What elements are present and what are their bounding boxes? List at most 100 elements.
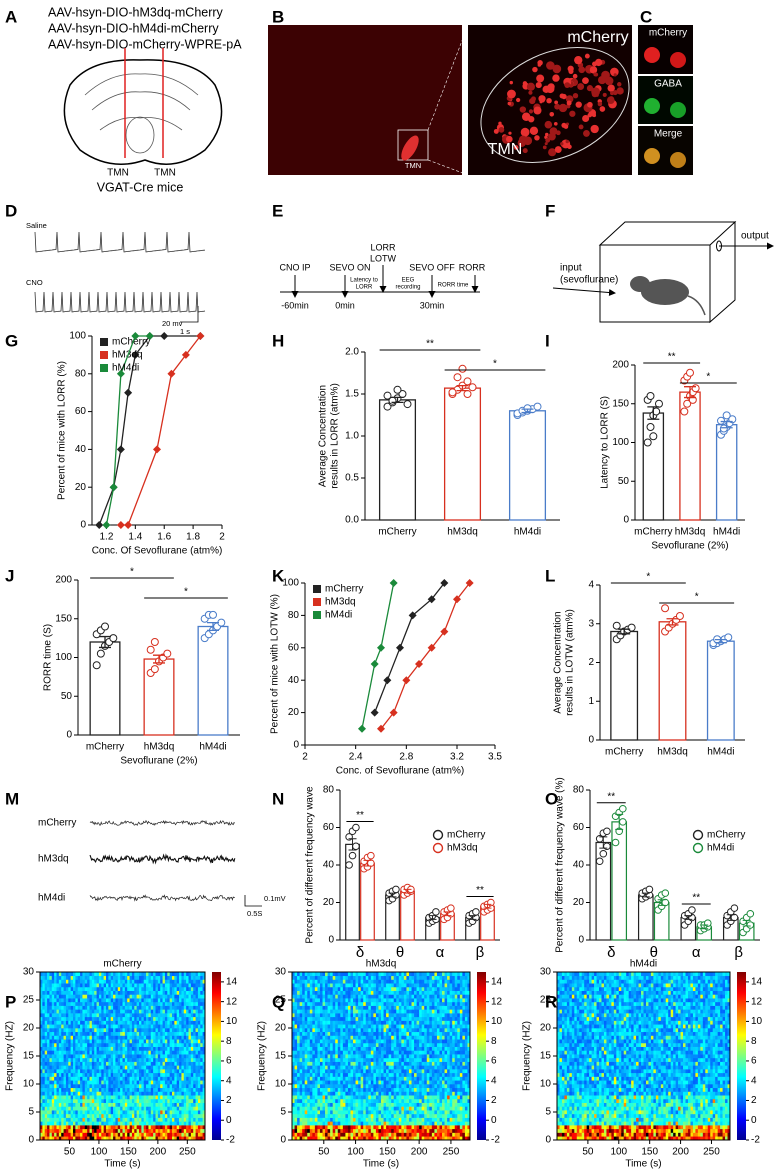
spectrogram-cell — [176, 1098, 180, 1103]
spectrogram-cell — [172, 1028, 175, 1033]
spectrogram-cell — [442, 1095, 445, 1100]
spectrogram-cell — [452, 1113, 456, 1118]
spectrogram-cell — [179, 983, 182, 988]
spectrogram-cell — [131, 1028, 135, 1033]
dot — [383, 402, 392, 411]
spectrogram-cell — [160, 1084, 163, 1089]
spectrogram-cell — [190, 1091, 194, 1096]
spectrogram-cell — [124, 1046, 128, 1051]
spectrogram-cell — [96, 1061, 100, 1066]
spectrogram-cell — [183, 1042, 187, 1047]
virus-label: AAV-hsyn-DIO-mCherry-WPRE-pA — [48, 37, 242, 51]
spectrogram-cell — [134, 979, 137, 984]
spectrogram-cell — [115, 1087, 119, 1092]
spectrogram-cell — [332, 1125, 336, 1130]
spectrogram-cell — [75, 1110, 79, 1115]
spectrogram-cell — [330, 1110, 333, 1115]
spectrogram-cell — [464, 1084, 468, 1089]
spectrogram-cell — [117, 1110, 121, 1115]
spectrogram-cell — [454, 1087, 458, 1092]
spectrogram-cell — [181, 1087, 185, 1092]
spectrogram-cell — [103, 1136, 107, 1141]
spectrogram-cell — [378, 1125, 382, 1130]
spectrogram-cell — [172, 1125, 175, 1130]
spectrogram-cell — [294, 1110, 298, 1115]
spectrogram-cell — [131, 1136, 135, 1141]
spectrogram-cell — [101, 1005, 104, 1010]
spectrogram-cell — [103, 1080, 107, 1085]
spectrogram-cell — [115, 972, 119, 977]
spectrogram-cell — [197, 1080, 201, 1085]
error-bar — [483, 903, 492, 909]
spectrogram-cell — [65, 1128, 69, 1133]
spectrogram-cell — [176, 1016, 180, 1021]
spectrogram-cell — [94, 1132, 97, 1137]
spectrogram-cell — [122, 990, 126, 995]
spectrogram-cell — [136, 975, 140, 980]
spectrogram-cell — [106, 1106, 109, 1111]
spectrogram-cell — [459, 1121, 463, 1126]
spectrogram-cell — [160, 1095, 163, 1100]
spectrogram-cell — [89, 1076, 93, 1081]
spectrogram-cell — [403, 1121, 407, 1126]
spectrogram-cell — [106, 972, 109, 977]
spectrogram-cell — [365, 1091, 369, 1096]
scale-bar — [180, 306, 199, 323]
spectrogram-cell — [143, 1057, 147, 1062]
spectrogram-cell — [353, 1117, 356, 1122]
spectrogram-cell — [58, 1069, 62, 1074]
spectrogram-cell — [363, 1095, 367, 1100]
spectrogram-cell — [80, 1076, 83, 1081]
spectrogram-cell — [84, 986, 88, 991]
spectrogram-cell — [160, 1042, 163, 1047]
spectrogram-cell — [167, 1132, 170, 1137]
spectrogram-cell — [188, 1106, 192, 1111]
spectrogram-cell — [56, 1069, 60, 1074]
spectrogram-cell — [157, 1016, 161, 1021]
spectrogram-cell — [179, 1061, 182, 1066]
spectrogram-cell — [179, 1098, 182, 1103]
spectrogram-cell — [80, 1050, 83, 1055]
spectrogram-cell — [58, 1031, 62, 1036]
spectrogram-cell — [110, 994, 114, 999]
spectrogram-cell — [101, 1106, 104, 1111]
spectrogram-cell — [70, 1106, 74, 1111]
spectrogram-cell — [98, 1009, 102, 1014]
spectrogram-cell — [96, 1009, 100, 1014]
spectrogram-cell — [181, 1098, 185, 1103]
spectrogram-cell — [330, 1084, 333, 1089]
spectrogram-cell — [174, 1087, 178, 1092]
spectrogram-cell — [129, 979, 133, 984]
spectrogram-cell — [129, 1016, 133, 1021]
spectrogram-cell — [124, 1087, 128, 1092]
spectrogram-cell — [75, 1098, 79, 1103]
spectrogram-cell — [80, 1031, 83, 1036]
spectrogram-cell — [195, 1076, 199, 1081]
spectrogram-cell — [117, 1039, 121, 1044]
spectrogram-cell — [393, 1125, 397, 1130]
spectrogram-cell — [61, 1046, 64, 1051]
spectrogram-cell — [355, 1098, 359, 1103]
spectrogram-cell — [302, 1098, 306, 1103]
dot — [432, 908, 440, 916]
x-axis-label: Conc. of Sevoflurane (atm%) — [336, 766, 464, 777]
spectrogram-cell — [94, 1110, 97, 1115]
spectrogram-cell — [115, 1132, 119, 1137]
spectrogram-cell — [108, 990, 112, 995]
spectrogram-cell — [51, 1087, 55, 1092]
spectrogram-cell — [436, 1084, 440, 1089]
spectrogram-cell — [176, 1005, 180, 1010]
spectrogram-cell — [136, 1031, 140, 1036]
spectrogram-cell — [169, 1095, 173, 1100]
spectrogram-cell — [82, 1016, 86, 1021]
spectrogram-cell — [68, 979, 71, 984]
spectrogram-cell — [197, 1121, 201, 1126]
spectrogram-cell — [82, 1128, 86, 1133]
spectrogram-cell — [91, 1084, 95, 1089]
spectrogram-cell — [150, 1005, 154, 1010]
cell — [526, 82, 535, 91]
cell — [533, 106, 542, 115]
spectrogram-cell — [190, 1028, 194, 1033]
spectrogram-cell — [325, 1091, 328, 1096]
legend-swatch — [692, 829, 704, 841]
